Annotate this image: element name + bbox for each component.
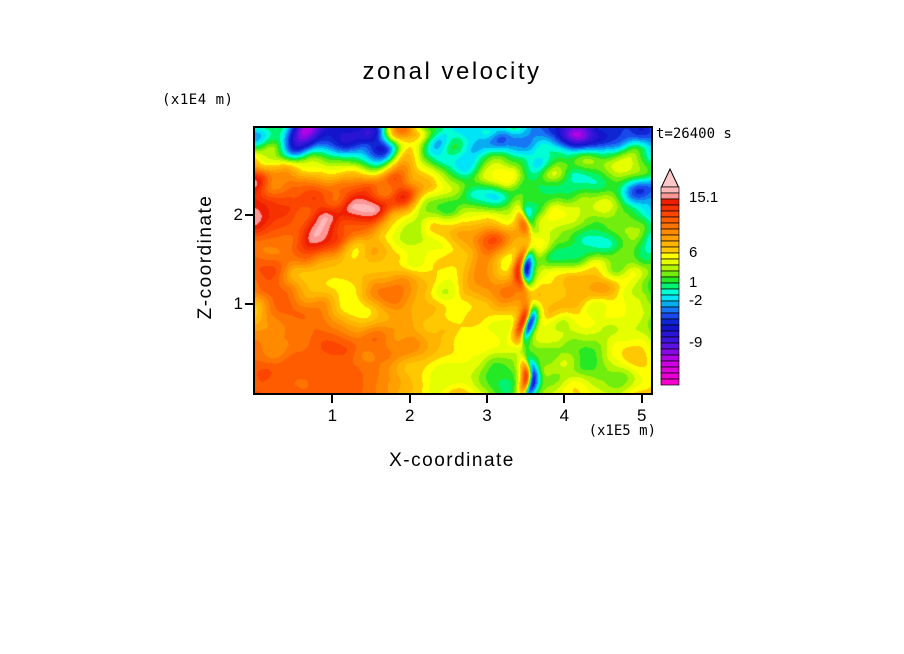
x-tick (640, 395, 643, 403)
colorbar-box (660, 252, 680, 260)
colorbar-box (660, 288, 680, 296)
colorbar-box (660, 312, 680, 320)
colorbar-box (660, 204, 680, 212)
heatmap-canvas (255, 128, 651, 393)
x-tick (331, 395, 334, 403)
colorbar-box (660, 270, 680, 278)
colorbar-box (660, 372, 680, 380)
x-tick-label: 3 (482, 406, 492, 425)
time-annotation: t=26400 s (656, 126, 732, 142)
x-tick (563, 395, 566, 403)
colorbar-arrow (660, 167, 680, 188)
colorbar-box (660, 216, 680, 224)
colorbar-box (660, 276, 680, 284)
colorbar-strip (660, 167, 680, 386)
colorbar-box (660, 264, 680, 272)
colorbar-box (660, 228, 680, 236)
colorbar-box (660, 258, 680, 266)
colorbar-label: 1 (689, 274, 698, 291)
colorbar-box (660, 210, 680, 218)
colorbar-box (660, 240, 680, 248)
colorbar-box (660, 330, 680, 338)
colorbar-box (660, 360, 680, 368)
colorbar-box (660, 294, 680, 302)
colorbar-box (660, 246, 680, 254)
colorbar-box (660, 198, 680, 206)
colorbar-box (660, 282, 680, 290)
z-axis-unit-label: (x1E4 m) (162, 92, 234, 108)
colorbar-box (660, 336, 680, 344)
x-tick-label: 4 (559, 406, 570, 425)
colorbar-box (660, 354, 680, 362)
colorbar-box (660, 186, 680, 194)
colorbar-box (660, 342, 680, 350)
z-tick-label: 1 (233, 294, 243, 314)
z-tick (245, 303, 253, 306)
plot-area (253, 126, 653, 395)
x-axis-unit-label: (x1E5 m) (588, 423, 656, 439)
colorbar-box (660, 306, 680, 314)
z-tick-label: 2 (233, 205, 243, 225)
x-tick (408, 395, 411, 403)
colorbar-label: 15.1 (689, 189, 719, 207)
colorbar-label: -2 (689, 292, 703, 309)
x-tick-label: 5 (636, 406, 647, 425)
colorbar-box (660, 366, 680, 374)
colorbar-box (660, 192, 680, 200)
x-tick (486, 395, 489, 403)
x-axis-title: X-coordinate (389, 450, 515, 471)
plot-title: zonal velocity (362, 58, 542, 85)
colorbar-box (660, 324, 680, 332)
colorbar (660, 167, 684, 393)
x-tick-label: 2 (404, 406, 415, 425)
colorbar-box (660, 318, 680, 326)
colorbar-box (660, 234, 680, 242)
colorbar-label: 6 (689, 244, 698, 261)
colorbar-box (660, 222, 680, 230)
z-tick (245, 214, 253, 217)
colorbar-box (660, 300, 680, 308)
colorbar-box (660, 348, 680, 356)
x-tick-label: 1 (327, 406, 338, 425)
colorbar-box (660, 378, 680, 386)
colorbar-label: -9 (689, 334, 703, 351)
